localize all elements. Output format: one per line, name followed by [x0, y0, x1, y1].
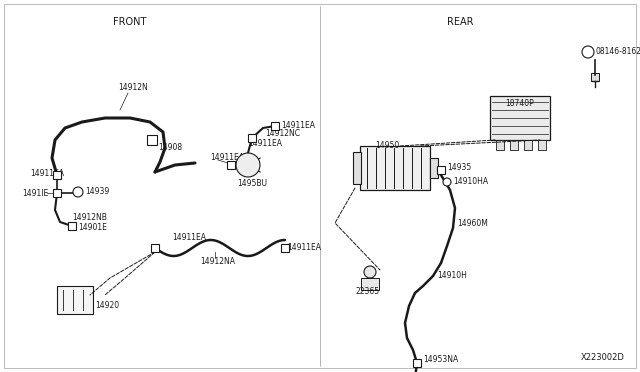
Text: REAR: REAR [447, 17, 473, 27]
Text: 14910H: 14910H [437, 272, 467, 280]
Bar [57, 286, 93, 314]
Text: 14960M: 14960M [457, 218, 488, 228]
Text: 08146-8162G: 08146-8162G [596, 48, 640, 57]
Bar [68, 222, 76, 230]
Text: 14910HA: 14910HA [453, 177, 488, 186]
Text: B: B [586, 49, 590, 55]
Text: 14901E: 14901E [78, 222, 107, 231]
Text: 14939: 14939 [85, 187, 109, 196]
Bar [353, 152, 361, 184]
Text: 18740P: 18740P [505, 99, 534, 108]
Text: 14920: 14920 [95, 301, 119, 310]
Bar [248, 134, 256, 142]
Bar [496, 140, 504, 150]
Bar [591, 73, 599, 81]
Circle shape [582, 46, 594, 58]
Text: 14953NA: 14953NA [423, 356, 458, 365]
Text: 14912NB: 14912NB [72, 214, 107, 222]
Text: 14911EA: 14911EA [30, 170, 64, 179]
Text: 1491IE: 1491IE [22, 189, 48, 198]
Bar [360, 146, 430, 190]
Text: 14912NC: 14912NC [265, 129, 300, 138]
Bar [490, 96, 550, 140]
Bar [147, 135, 157, 145]
Text: 14911EA: 14911EA [172, 234, 206, 243]
Bar [413, 359, 421, 367]
Bar [53, 189, 61, 197]
Circle shape [236, 153, 260, 177]
Text: 22365: 22365 [355, 288, 379, 296]
Bar [524, 140, 532, 150]
Text: 14911EA: 14911EA [210, 153, 244, 161]
Bar [510, 140, 518, 150]
Circle shape [443, 178, 451, 186]
Bar [437, 166, 445, 174]
Bar [271, 122, 279, 130]
Bar [538, 140, 546, 150]
Bar [430, 158, 438, 178]
Bar [151, 244, 159, 252]
Bar [227, 161, 235, 169]
Text: 14912NA: 14912NA [200, 257, 235, 266]
Text: 1495BU: 1495BU [237, 179, 267, 187]
Text: FRONT: FRONT [113, 17, 147, 27]
Circle shape [73, 187, 83, 197]
Bar [281, 244, 289, 252]
Bar [361, 278, 379, 290]
Text: 14912N: 14912N [118, 83, 148, 93]
Text: 14935: 14935 [447, 164, 471, 173]
Text: 14911EA: 14911EA [281, 122, 315, 131]
Text: 14911EA: 14911EA [287, 243, 321, 251]
Circle shape [364, 266, 376, 278]
Bar [53, 171, 61, 179]
Text: 14908: 14908 [158, 144, 182, 153]
Text: X223002D: X223002D [581, 353, 625, 362]
Text: 14911EA: 14911EA [248, 140, 282, 148]
Text: 14950: 14950 [375, 141, 399, 150]
